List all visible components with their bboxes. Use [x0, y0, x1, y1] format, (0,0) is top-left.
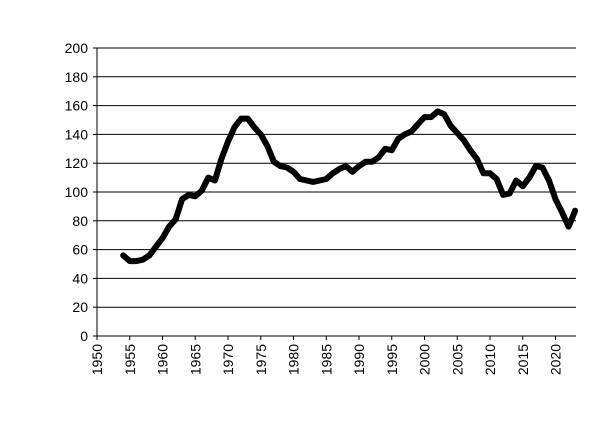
x-tick-label: 1980	[286, 344, 302, 375]
y-tick-label: 200	[65, 40, 89, 56]
y-tick-label: 20	[72, 299, 88, 315]
x-tick-label: 2005	[449, 344, 465, 375]
x-tick-label: 2020	[548, 344, 564, 375]
gridlines	[97, 47, 576, 308]
series	[120, 108, 579, 265]
x-tick-label: 1950	[89, 344, 105, 375]
y-tick-label: 60	[72, 242, 88, 258]
x-tick-label: 2000	[417, 344, 433, 375]
x-tick-label: 1990	[351, 344, 367, 375]
y-tick-label: 180	[65, 69, 89, 85]
y-tick-label: 140	[65, 126, 89, 142]
y-tick-label: 80	[72, 213, 88, 229]
x-tick-label: 2010	[482, 344, 498, 375]
x-tick-label: 2015	[515, 344, 531, 375]
series-line-0	[120, 108, 579, 265]
x-tick-label: 1995	[384, 344, 400, 375]
y-tick-label: 100	[65, 184, 89, 200]
x-tick-labels: 1950 1955 1960 1965 1970 1975 1980 1985 1990 1995…	[89, 336, 564, 375]
x-tick-label: 1960	[155, 344, 171, 375]
y-tick-label: 40	[72, 270, 88, 286]
x-tick-label: 1970	[220, 344, 236, 375]
x-tick-label: 1955	[122, 344, 138, 375]
y-tick-labels: 0 20 40 60 80 100 120 140 160 180 200	[65, 40, 97, 344]
y-tick-label: 0	[80, 328, 88, 344]
x-tick-label: 1985	[318, 344, 334, 375]
y-tick-label: 160	[65, 98, 89, 114]
x-tick-label: 1965	[187, 344, 203, 375]
y-tick-label: 120	[65, 155, 89, 171]
x-tick-label: 1975	[253, 344, 269, 375]
